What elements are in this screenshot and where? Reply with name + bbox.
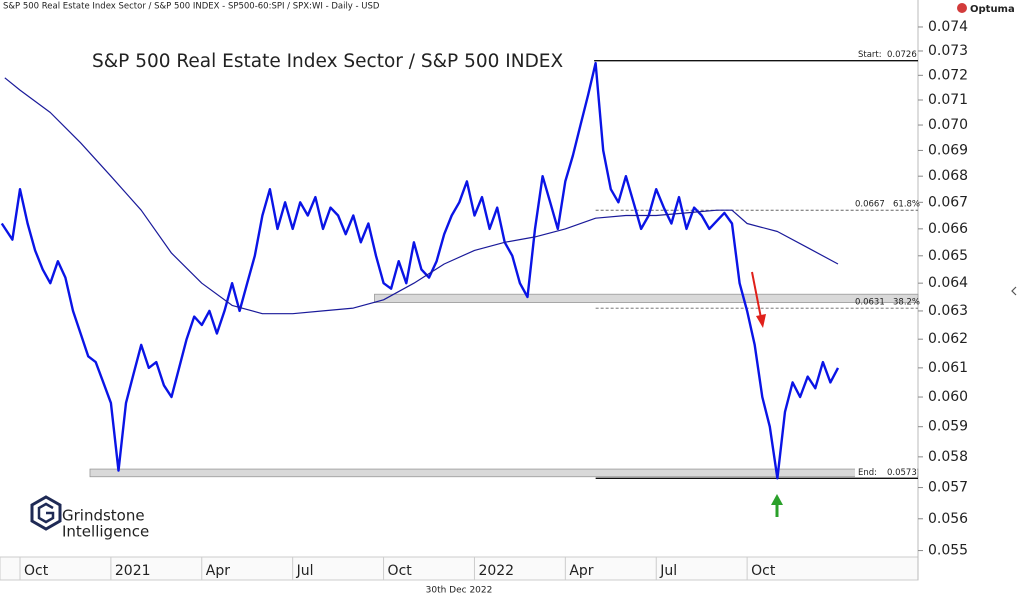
- plot-area: 0.055 0.056 0.057 0.058 0.059 0.060 0.061 0.062…: [0, 19, 968, 580]
- level-value: 0.0631: [855, 298, 885, 308]
- y-tick-label: 0.062: [928, 331, 968, 347]
- level-label: End:: [858, 468, 877, 478]
- x-tick-label: Oct: [24, 563, 49, 579]
- arrows: [751, 271, 783, 517]
- y-tick-label: 0.061: [928, 360, 968, 376]
- y-tick-label: 0.060: [928, 389, 968, 405]
- x-tick-label: Jul: [659, 563, 677, 579]
- level-value: 0.0573: [887, 468, 917, 478]
- y-tick-label: 0.073: [928, 43, 968, 59]
- y-tick-label: 0.059: [928, 419, 968, 435]
- down-arrow-head: [756, 314, 766, 328]
- x-tick-label: 2022: [478, 563, 514, 579]
- x-tick-label: Oct: [751, 563, 776, 579]
- collapse-icon[interactable]: [1011, 286, 1017, 296]
- x-tick-label: 2021: [115, 563, 151, 579]
- series-line: [0, 61, 840, 480]
- up-arrow-head: [771, 494, 783, 505]
- support-band: [374, 293, 919, 303]
- x-tick-label: Apr: [206, 563, 230, 579]
- y-tick-label: 0.063: [928, 303, 968, 319]
- y-tick-label: 0.068: [928, 168, 968, 184]
- level-label: 38.2%: [893, 298, 920, 308]
- y-tick-label: 0.066: [928, 221, 968, 237]
- logo-line: Intelligence: [62, 523, 149, 541]
- chart-title: S&P 500 Real Estate Index Sector / S&P 5…: [92, 51, 563, 72]
- level-label-box: [855, 467, 917, 478]
- level-value: 0.0667: [855, 200, 885, 210]
- series-line: [4, 77, 839, 315]
- y-tick-label: 0.055: [928, 543, 968, 559]
- level-label: 61.8%: [893, 200, 920, 210]
- y-tick-label: 0.071: [928, 92, 968, 108]
- x-tick-label: Apr: [569, 563, 593, 579]
- logo-line: Grindstone: [62, 507, 145, 525]
- y-tick-label: 0.070: [928, 117, 968, 133]
- y-tick-label: 0.072: [928, 67, 968, 83]
- down-arrow: [751, 271, 762, 319]
- logo-mark: [37, 502, 55, 524]
- level-label-box: [855, 49, 917, 60]
- support-band: [89, 468, 919, 478]
- level-value: 0.0726: [887, 50, 917, 60]
- x-tick-label: Jul: [296, 563, 314, 579]
- brand: Optuma: [970, 4, 1015, 15]
- y-tick-label: 0.074: [928, 19, 968, 35]
- y-tick-label: 0.064: [928, 275, 968, 291]
- y-tick-label: 0.056: [928, 511, 968, 527]
- brand-icon: [957, 3, 967, 13]
- y-tick-label: 0.067: [928, 194, 968, 210]
- chart-date: 30th Dec 2022: [426, 586, 493, 596]
- y-tick-label: 0.058: [928, 449, 968, 465]
- y-tick-label: 0.065: [928, 248, 968, 264]
- y-tick-label: 0.057: [928, 480, 968, 496]
- chart-header: S&P 500 Real Estate Index Sector / S&P 5…: [3, 2, 380, 12]
- logo-hexagon: [30, 495, 62, 531]
- x-tick-label: Oct: [388, 563, 413, 579]
- logo: Grindstone Intelligence: [30, 495, 149, 541]
- level-label: Start:: [858, 50, 882, 60]
- y-tick-label: 0.069: [928, 142, 968, 158]
